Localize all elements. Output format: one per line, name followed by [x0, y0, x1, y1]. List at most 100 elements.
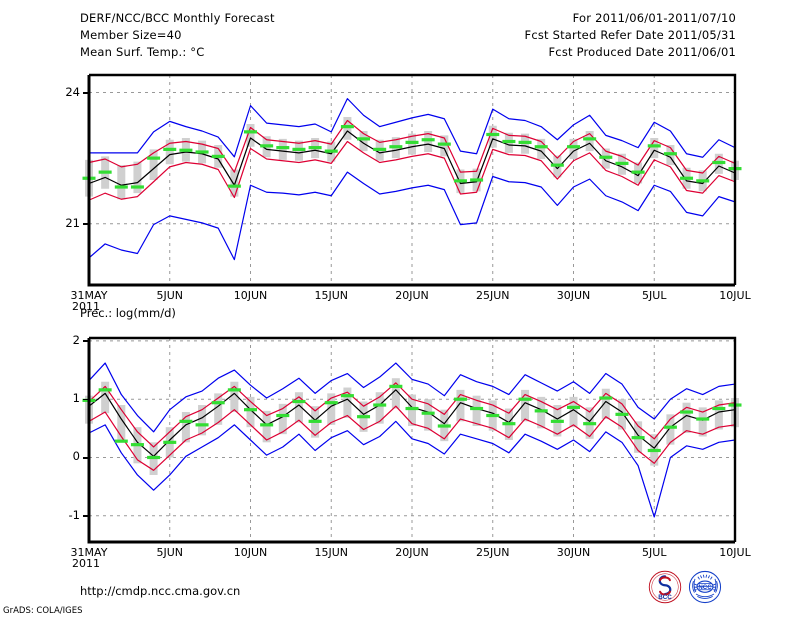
observed-dash — [211, 401, 225, 405]
observed-dash — [405, 140, 419, 144]
ncc-logo-icon: NCC — [688, 570, 722, 604]
ensemble-spread-bar — [650, 138, 659, 159]
ensemble-spread-bar — [117, 405, 126, 442]
ensemble-spread-bar — [408, 394, 416, 427]
observed-dash — [696, 179, 710, 183]
y-tick-mark — [83, 456, 89, 459]
plot-frame-axis — [87, 338, 735, 544]
ensemble-spread-bar — [230, 169, 239, 197]
ensemble-spread-bar — [230, 381, 239, 413]
bcc-logo-text: BCC — [658, 594, 672, 601]
series-line-p75 — [88, 382, 736, 448]
observed-dash — [470, 178, 484, 182]
y-tick-label: -1 — [68, 507, 80, 522]
ensemble-spread-bar — [440, 135, 449, 157]
website-url[interactable]: http://cmdp.ncc.cma.gov.cn — [80, 584, 241, 598]
observed-dash — [179, 148, 193, 152]
x-tick-label: 5JUL — [642, 289, 667, 302]
observed-dash — [663, 152, 677, 156]
observed-dash — [373, 147, 387, 151]
series-line-min — [88, 420, 736, 518]
ensemble-spread-bar — [472, 395, 481, 427]
observed-dash — [502, 422, 516, 426]
ensemble-spread-bar — [391, 378, 400, 409]
precipitation-year-label: 2011 — [72, 557, 100, 570]
observed-dash — [599, 155, 613, 159]
ncc-logo-text: NCC — [698, 584, 712, 591]
observed-dash — [163, 440, 177, 444]
ensemble-spread-bar — [569, 138, 578, 159]
y-tick-mark — [83, 515, 89, 517]
x-tick-label: 31MAY — [70, 546, 108, 559]
x-tick-label: 30JUN — [556, 289, 591, 302]
x-tick-label: 5JUN — [156, 546, 184, 559]
ensemble-spread-bar — [375, 392, 384, 424]
ensemble-spread-bar — [569, 396, 578, 428]
observed-dash — [534, 145, 548, 149]
observed-dash — [680, 410, 694, 414]
agency-logos: BCC NCC — [648, 570, 748, 604]
observed-dash — [195, 150, 209, 154]
observed-dash — [502, 139, 516, 144]
x-tick-label: 5JUL — [642, 546, 667, 559]
observed-dash — [324, 401, 338, 405]
observed-dash — [130, 185, 144, 189]
ensemble-spread-bar — [343, 117, 352, 140]
observed-dash — [518, 397, 532, 401]
observed-dash — [470, 406, 484, 411]
ensemble-spread-bar — [714, 400, 723, 430]
ensemble-spread-bar — [521, 389, 530, 422]
ensemble-spread-bar — [246, 124, 255, 147]
temperature-year-label: 2011 — [72, 300, 100, 313]
ensemble-spread-bar — [246, 396, 255, 428]
observed-dash — [534, 409, 548, 413]
ensemble-spread-bar — [698, 407, 707, 437]
ensemble-spread-bar — [456, 389, 465, 422]
observed-dash — [550, 419, 564, 423]
ensemble-spread-bar — [181, 412, 190, 443]
ensemble-spread-bar — [294, 392, 303, 423]
ensemble-spread-bar — [601, 388, 610, 420]
observed-dash — [437, 424, 451, 428]
ensemble-spread-bar — [408, 133, 416, 155]
observed-dash — [486, 132, 500, 137]
ensemble-spread-bar — [424, 399, 433, 431]
ensemble-spread-bar — [101, 381, 110, 414]
forecast-produced-date-label: Fcst Produced Date 2011/06/01 — [548, 45, 736, 59]
ensemble-spread-bar — [666, 414, 675, 445]
x-tick-label: 5JUN — [156, 289, 184, 302]
x-tick-label: 10JUL — [719, 546, 751, 559]
observed-dash — [389, 145, 403, 149]
y-tick-label: 24 — [65, 84, 80, 99]
y-tick-mark — [83, 223, 89, 225]
observed-dash — [421, 138, 435, 142]
observed-dash — [276, 146, 290, 150]
precipitation-plot — [82, 336, 742, 544]
ensemble-spread-bar — [133, 161, 142, 194]
y-tick-label: 0 — [72, 449, 80, 464]
precipitation-panel-label: Prec.: log(mm/d) — [80, 306, 176, 320]
x-tick-label: 20JUN — [395, 289, 429, 302]
ensemble-spread-bar — [278, 138, 287, 160]
x-tick-label: 10JUN — [233, 289, 268, 302]
observed-dash — [518, 140, 532, 144]
y-tick-mark — [83, 398, 89, 401]
observed-dash — [712, 160, 726, 165]
observed-dash — [437, 142, 451, 146]
member-size-label: Member Size=40 — [80, 28, 182, 42]
observed-dash — [114, 185, 128, 189]
observed-dash — [179, 419, 193, 423]
observed-dash — [405, 406, 419, 411]
plot-frame-axis — [87, 75, 735, 287]
observed-dash — [486, 413, 500, 418]
observed-dash — [647, 144, 661, 148]
observed-dash — [615, 412, 629, 416]
observed-dash — [567, 405, 580, 409]
observed-dash — [615, 161, 629, 165]
observed-dash — [389, 384, 403, 388]
x-tick-label: 31MAY — [70, 289, 108, 302]
observed-dash — [244, 408, 257, 412]
ensemble-spread-bar — [327, 393, 336, 425]
temperature-plot — [82, 73, 742, 287]
